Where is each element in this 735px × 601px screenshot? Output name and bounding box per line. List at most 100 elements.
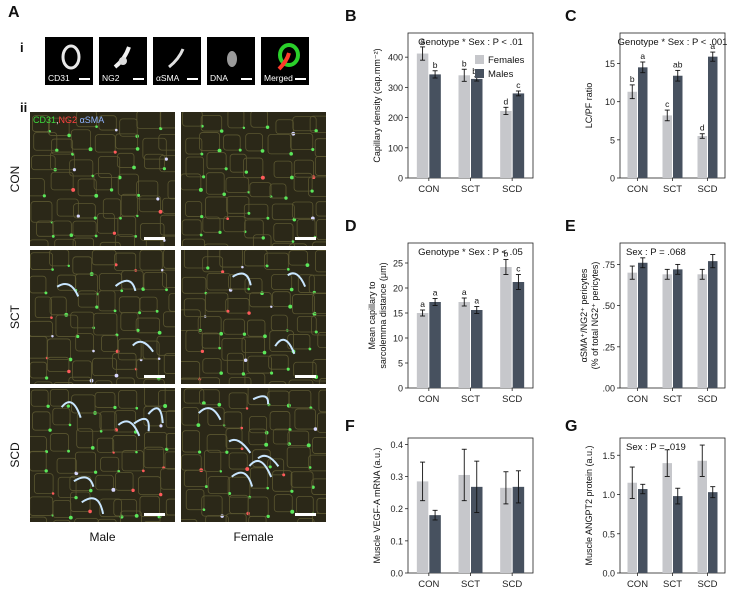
micrograph-con-male (30, 112, 175, 246)
y-tick-label: 1.0 (602, 490, 615, 500)
y-tick-label: 300 (388, 83, 403, 93)
col-label-male: Male (89, 530, 116, 544)
bar (429, 515, 441, 573)
bar (697, 136, 707, 178)
bar (416, 313, 429, 388)
y-tick-label: 0.5 (602, 529, 615, 539)
bar (673, 75, 683, 178)
significance-letter: b (630, 74, 635, 84)
bar (627, 482, 637, 573)
significance-letter: c (665, 99, 670, 109)
significance-letter: d (700, 123, 705, 133)
y-axis-label: Capillary density (cap.mm⁻²) (372, 48, 382, 162)
chart-b-capillary-density: 0 100 200 300 400 Capillary density (cap.mm⁻²… (372, 32, 534, 195)
x-tick-label: SCD (697, 184, 717, 195)
ng2-thumb-label: NG2 (102, 73, 120, 83)
bar (500, 487, 512, 573)
y-tick-label: 0 (398, 174, 403, 184)
y-axis-label: Mean capillary tosarcolemma distance (μm… (367, 262, 388, 368)
y-tick-label: 5 (398, 359, 403, 369)
bar (662, 274, 672, 388)
bar (458, 302, 470, 388)
dna-thumbnail: DNA (207, 37, 255, 85)
bar (512, 486, 525, 573)
bar (500, 267, 512, 388)
panel-f-label: F (345, 418, 355, 435)
col-label-female: Female (233, 530, 274, 544)
asma-thumb-label: αSMA (156, 73, 180, 83)
significance-letter: a (474, 296, 479, 306)
x-tick-label: CON (627, 184, 648, 195)
bar (708, 492, 718, 573)
significance-letter: d (504, 96, 509, 106)
bar (673, 496, 683, 573)
bar (627, 272, 637, 388)
significance-letter: a (420, 299, 425, 309)
legend-label: Males (488, 69, 514, 80)
x-tick-label: SCT (461, 394, 480, 405)
significance-letter: a (433, 288, 438, 298)
merged-thumb-label: Merged (264, 73, 293, 83)
y-tick-label: 400 (388, 53, 403, 63)
y-tick-label: 25 (393, 259, 403, 269)
row-label-con: CON (8, 165, 22, 193)
bar (638, 489, 648, 573)
bar (416, 481, 429, 573)
bar (458, 75, 470, 178)
x-tick-label: CON (627, 394, 648, 405)
significance-letter: b (433, 60, 438, 70)
bar (708, 261, 718, 388)
stat-annotation: Genotype * Sex : P < .05 (418, 247, 523, 258)
bar (697, 460, 707, 573)
significance-letter: b (462, 58, 467, 68)
panel-d-label: D (345, 218, 357, 235)
y-axis-label: Muscle ANGPT2 protein (a.u.) (584, 445, 594, 565)
chart-c-lcpf-ratio: 0 5 10 15 LC/PF ratio Genotype * Sex : P < .0… (584, 32, 727, 195)
y-tick-label: 1.5 (602, 451, 615, 461)
y-tick-label: 10 (393, 334, 403, 344)
significance-letter: a (640, 51, 645, 61)
chart-d-capillary-distance: 0 5 10 15 20 25 Mean capillary tosarcolemma di… (367, 242, 534, 405)
x-tick-label: SCT (663, 579, 682, 590)
y-tick-label: 0 (398, 384, 403, 394)
x-tick-label: SCT (461, 579, 480, 590)
micrograph-sct-female (181, 250, 326, 384)
significance-letter: a (462, 287, 467, 297)
y-tick-label: .00 (602, 384, 615, 394)
y-tick-label: .75 (602, 260, 615, 270)
significance-letter: ab (673, 59, 683, 69)
asma-thumbnail: αSMA (153, 37, 201, 85)
bar (708, 56, 718, 178)
legend-swatch (475, 55, 484, 64)
bar (471, 486, 483, 573)
x-tick-label: SCT (663, 394, 682, 405)
micrograph-scd-female (181, 388, 326, 522)
stat-annotation: Sex : P = .019 (626, 442, 686, 453)
y-tick-label: 100 (388, 143, 403, 153)
x-tick-label: SCT (461, 184, 480, 195)
bar (512, 282, 525, 388)
x-tick-label: CON (418, 394, 439, 405)
row-label-scd: SCD (8, 442, 22, 468)
legend-swatch (475, 69, 484, 78)
significance-letter: c (516, 80, 521, 90)
y-tick-label: 15 (605, 59, 615, 69)
stat-annotation: Sex : P = .068 (626, 247, 686, 258)
significance-letter: a (420, 36, 425, 46)
x-tick-label: SCD (697, 579, 717, 590)
x-tick-label: SCD (697, 394, 717, 405)
micrograph-con-female (181, 112, 326, 246)
panel-a-label: A (8, 4, 20, 21)
significance-letter: c (516, 264, 521, 274)
bar (429, 74, 441, 178)
bar (512, 93, 525, 178)
y-tick-label: 0.0 (390, 569, 403, 579)
y-tick-label: 15 (393, 309, 403, 319)
panel-c-label: C (565, 8, 577, 25)
bar (662, 463, 672, 573)
legend-cd31: CD31 (33, 115, 57, 125)
legend-asma: αSMA (79, 115, 105, 125)
significance-letter: b (504, 249, 509, 259)
bar (673, 269, 683, 388)
bar (638, 262, 648, 388)
